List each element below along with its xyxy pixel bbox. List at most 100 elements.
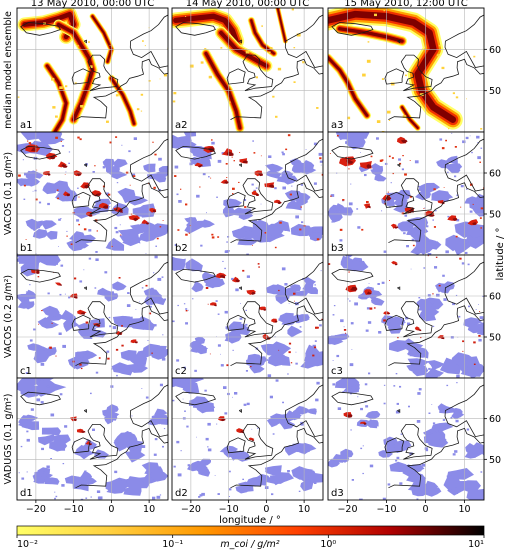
coastline [75,427,168,489]
ash-speck [370,155,373,158]
ash-speck [36,169,38,171]
cloud-speck [217,344,221,347]
coastline [331,391,374,406]
ash-speck [70,243,73,245]
cloud-speck [199,494,203,497]
cloud-speck [356,208,359,210]
cloud-area [36,378,67,395]
cloud-speck [282,153,285,156]
cloud-speck [61,145,65,147]
cloud-speck [319,160,323,163]
cloud-speck [330,194,335,197]
cloud-speck [416,420,421,423]
cloud-speck [284,229,287,231]
cloud-speck [191,266,194,268]
ash-detection-core [58,284,62,286]
cloud-speck [64,425,68,428]
cloud-area [415,188,431,201]
cloud-speck [205,437,209,441]
cloud-speck [425,449,429,452]
cloud-speck [423,351,427,354]
cloud-speck [153,324,157,327]
coastline [83,39,87,44]
cloud-area [141,462,160,474]
coastline [71,437,91,454]
cloud-speck [55,428,57,429]
coastline [71,191,91,208]
ash-speck [387,110,391,114]
cloud-area [202,271,217,282]
cloud-area [105,293,119,301]
ash-detection-core [133,217,139,222]
cloud-speck [351,479,354,481]
cloud-speck [201,492,205,496]
panel-label: c2 [175,366,187,377]
cloud-speck [223,386,227,389]
cloud-speck [163,428,166,430]
ash-speck [154,153,157,156]
cloud-speck [18,472,20,474]
ash-speck [339,228,343,231]
coastline [284,261,323,315]
cloud-speck [245,370,248,372]
cloud-speck [410,268,412,270]
cloud-speck [428,367,431,370]
coastline [388,58,484,120]
ash-speck [218,25,221,27]
ash-speck [423,208,425,209]
cloud-speck [50,413,55,417]
cloud-speck [187,464,191,467]
cloud-speck [184,410,186,412]
cloud-speck [367,321,372,324]
cloud-area [195,402,216,414]
cloud-speck [390,182,392,184]
cloud-speck [482,295,484,297]
ash-speck [255,76,258,79]
cloud-area [292,225,313,235]
cloud-area [199,219,215,228]
cloud-area [266,284,282,295]
ash-speck [38,323,40,325]
cloud-area [154,408,168,417]
cloud-speck [54,491,56,493]
cloud-speck [300,423,304,426]
cloud-area [246,476,262,487]
cloud-speck [269,395,273,399]
cloud-speck [54,132,58,135]
cloud-speck [421,463,426,467]
cloud-speck [398,158,401,161]
cloud-speck [313,408,317,412]
ash-speck [109,141,112,144]
cloud-speck [152,175,155,177]
cloud-area [224,334,239,342]
cloud-area [303,277,317,285]
cloud-speck [208,460,211,463]
cloud-speck [18,385,20,387]
cloud-speck [343,460,346,463]
cloud-speck [88,229,92,232]
cloud-speck [207,446,209,448]
cloud-speck [477,142,479,144]
cloud-speck [432,325,435,327]
cloud-speck [264,486,269,489]
ash-speck [148,183,149,185]
ash-speck [226,364,229,367]
coastline [226,191,246,208]
cloud-speck [185,308,188,310]
cloud-speck [174,244,178,246]
cloud-area [300,358,322,369]
cloud-speck [480,471,483,473]
cloud-area [378,450,393,458]
ash-speck [115,136,118,138]
ash-speck [232,187,235,190]
ash-speck [121,325,123,327]
cloud-speck [478,304,479,305]
coastline [129,14,168,68]
ash-speck [293,292,296,295]
cloud-speck [58,332,62,335]
ash-speck [107,357,110,360]
ash-speck [303,225,306,227]
cloud-speck [162,445,164,448]
cloud-speck [239,317,243,320]
cloud-speck [30,408,34,411]
